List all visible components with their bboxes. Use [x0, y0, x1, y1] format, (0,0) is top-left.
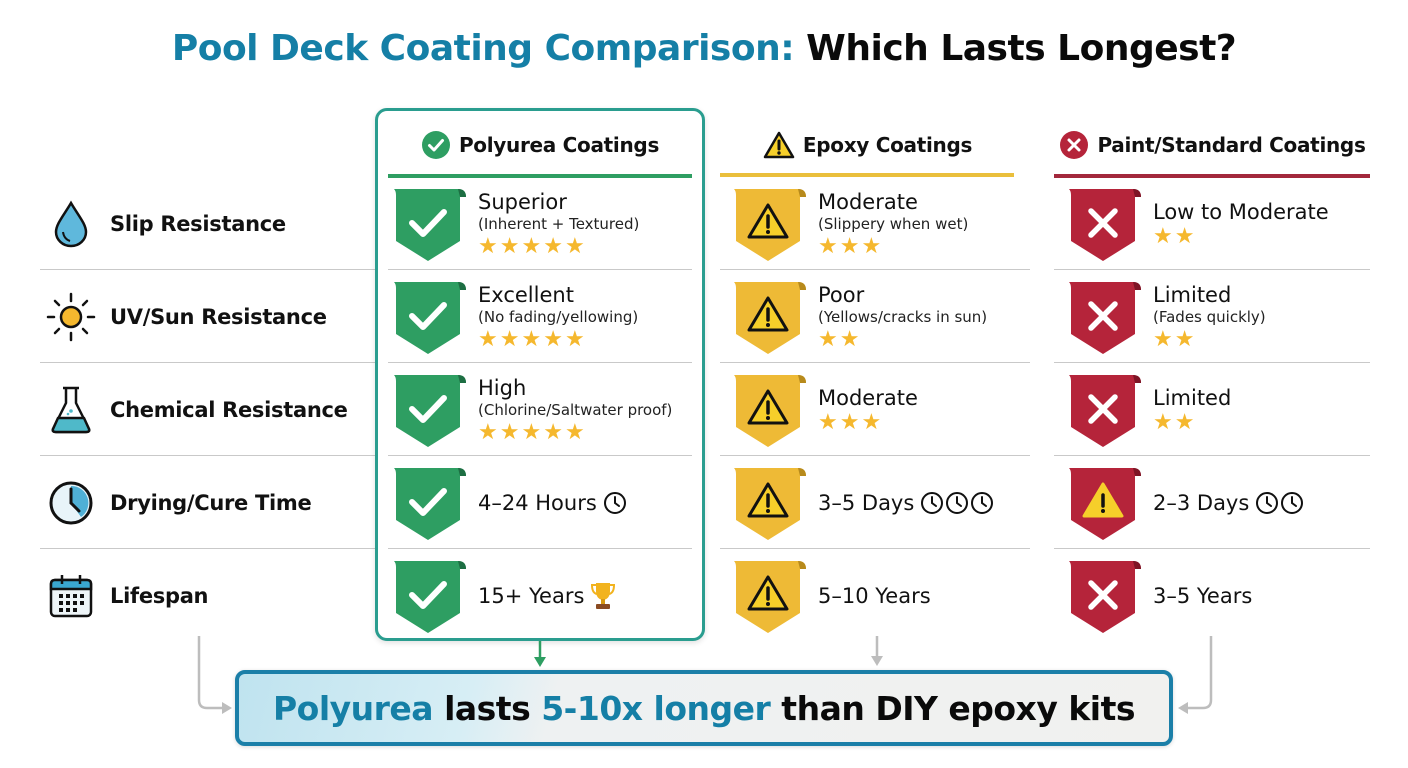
rating-3-stars: ★ ★ ★ [818, 409, 882, 435]
divider [388, 548, 692, 549]
cell-note: (Yellows/cracks in sun) [818, 307, 988, 326]
cell-polyurea-lifespan: 15+ Years [380, 549, 695, 642]
divider [388, 362, 692, 363]
feature-row-chemical-resistance: Chemical Resistance [40, 363, 375, 456]
cell-value: Excellent [478, 282, 574, 307]
column-rule-yellow [720, 173, 1014, 177]
divider [40, 455, 375, 456]
column-header-epoxy: Epoxy Coatings [720, 120, 1015, 170]
divider [388, 269, 692, 270]
cell-value: Limited [1153, 385, 1232, 410]
cell-value: Limited [1153, 282, 1232, 307]
cell-epoxy-chemical: Moderate ★ ★ ★ [720, 363, 1020, 456]
cell-note: (Slippery when wet) [818, 214, 969, 233]
cell-value: Moderate [818, 385, 918, 410]
cell-note: (Fades quickly) [1153, 307, 1266, 326]
rating-5-stars: ★ ★ ★ ★ ★ [478, 233, 585, 259]
cell-polyurea-drying: 4–24 Hours [380, 456, 695, 549]
feature-row-lifespan: Lifespan [40, 549, 375, 642]
feature-label: Drying/Cure Time [110, 490, 312, 515]
cell-value: 5–10 Years [818, 583, 931, 608]
cell-epoxy-uv: Poor (Yellows/cracks in sun) ★ ★ [720, 270, 1020, 363]
column-title: Paint/Standard Coatings [1097, 133, 1366, 157]
feature-label: Chemical Resistance [110, 397, 348, 422]
cell-value: Low to Moderate [1153, 199, 1329, 224]
feature-label: UV/Sun Resistance [110, 304, 327, 329]
divider [720, 362, 1030, 363]
divider [40, 269, 375, 270]
water-drop-icon [44, 197, 98, 251]
cell-value: Poor [818, 282, 865, 307]
divider [40, 548, 375, 549]
rating-5-stars: ★ ★ ★ ★ ★ [478, 419, 585, 445]
rating-2-stars: ★ ★ [1153, 223, 1195, 249]
x-circle-icon [1059, 130, 1089, 160]
summary-banner: Polyurea lasts 5-10x longer than DIY epo… [235, 670, 1173, 746]
clock-icon [44, 476, 98, 530]
rating-2-stars: ★ ★ [818, 326, 860, 352]
divider [720, 548, 1030, 549]
cell-paint-drying: 2–3 Days [1055, 456, 1370, 549]
cell-polyurea-chemical: High (Chlorine/Saltwater proof) ★ ★ ★ ★ ★ [380, 363, 695, 456]
feature-label: Slip Resistance [110, 211, 286, 236]
column-title: Epoxy Coatings [802, 133, 973, 157]
cell-polyurea-uv: Excellent (No fading/yellowing) ★ ★ ★ ★ ★ [380, 270, 695, 363]
cell-value: Superior [478, 189, 567, 214]
divider [720, 455, 1030, 456]
cell-note: (Chlorine/Saltwater proof) [478, 400, 673, 419]
feature-row-slip-resistance: Slip Resistance [40, 177, 375, 270]
feature-row-drying-time: Drying/Cure Time [40, 456, 375, 549]
check-circle-icon [421, 130, 451, 160]
column-title: Polyurea Coatings [458, 133, 660, 157]
rating-5-stars: ★ ★ ★ ★ ★ [478, 326, 585, 352]
flask-icon [44, 383, 98, 437]
cell-value: High [478, 375, 527, 400]
divider [40, 362, 375, 363]
cell-paint-uv: Limited (Fades quickly) ★ ★ [1055, 270, 1370, 363]
rating-3-stars: ★ ★ ★ [818, 233, 882, 259]
cell-value: 15+ Years [478, 581, 616, 611]
divider [1054, 548, 1370, 549]
cell-value: Moderate [818, 189, 918, 214]
feature-label: Lifespan [110, 583, 209, 608]
cell-paint-chemical: Limited ★ ★ [1055, 363, 1370, 456]
column-header-paint: Paint/Standard Coatings [1055, 120, 1370, 170]
banner-text: lasts [433, 688, 542, 728]
cell-paint-slip: Low to Moderate ★ ★ [1055, 177, 1370, 270]
warning-icon [763, 131, 795, 159]
trophy-icon [590, 581, 616, 611]
calendar-icon [44, 569, 98, 623]
banner-highlight: 5-10x longer [541, 688, 771, 728]
page-title: Pool Deck Coating Comparison: Which Last… [0, 28, 1408, 69]
cell-note: (No fading/yellowing) [478, 307, 639, 326]
cell-value: 4–24 Hours [478, 491, 627, 515]
cell-value: 3–5 Years [1153, 583, 1253, 608]
cell-epoxy-lifespan: 5–10 Years [720, 549, 1020, 642]
divider [1054, 455, 1370, 456]
rating-2-stars: ★ ★ [1153, 409, 1195, 435]
cell-epoxy-drying: 3–5 Days [720, 456, 1020, 549]
title-accent: Pool Deck Coating Comparison: [171, 28, 795, 69]
cell-epoxy-slip: Moderate (Slippery when wet) ★ ★ ★ [720, 177, 1020, 270]
column-rule-red [1054, 174, 1370, 178]
divider [1054, 362, 1370, 363]
divider [1054, 269, 1370, 270]
feature-row-uv-resistance: UV/Sun Resistance [40, 270, 375, 363]
rating-2-stars: ★ ★ [1153, 326, 1195, 352]
cell-value: 2–3 Days [1153, 491, 1304, 515]
title-rest: Which Lasts Longest? [794, 28, 1237, 69]
cell-note: (Inherent + Textured) [478, 214, 640, 233]
cell-paint-lifespan: 3–5 Years [1055, 549, 1370, 642]
divider [720, 269, 1030, 270]
sun-icon [44, 290, 98, 344]
banner-text: than DIY epoxy kits [770, 688, 1136, 728]
banner-highlight: Polyurea [272, 688, 434, 728]
cell-value: 3–5 Days [818, 491, 994, 515]
divider [388, 455, 692, 456]
column-header-polyurea: Polyurea Coatings [380, 120, 700, 170]
column-rule-green [388, 174, 692, 178]
cell-polyurea-slip: Superior (Inherent + Textured) ★ ★ ★ ★ ★ [380, 177, 695, 270]
